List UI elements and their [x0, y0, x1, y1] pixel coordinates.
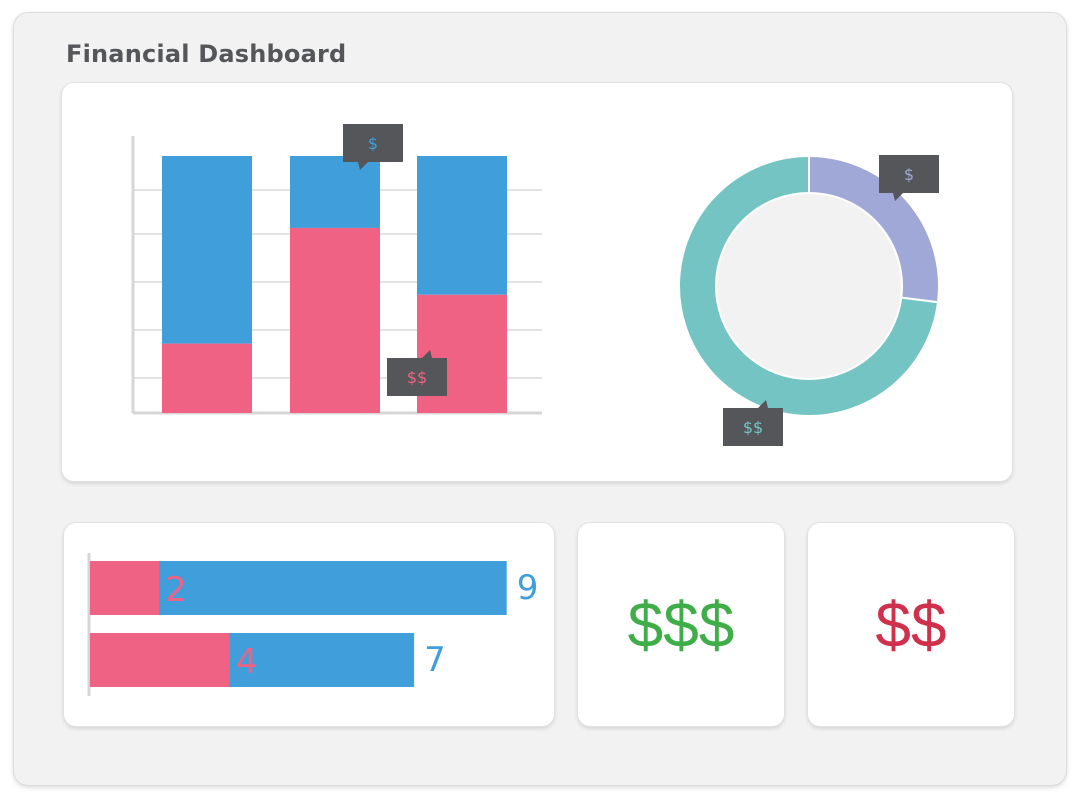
stat-card-green: $$$ — [578, 523, 784, 726]
hbar-segment — [90, 561, 159, 615]
stacked-bar-chart: $$$ — [131, 124, 542, 415]
charts-card: $ $$ $ $$ — [62, 83, 1012, 481]
tooltip-box — [723, 408, 783, 446]
tooltip-text: $ — [904, 165, 914, 184]
tooltip-tail — [758, 400, 768, 408]
horizontal-bars: 2 94 7 — [90, 561, 538, 687]
tooltip-box — [387, 358, 447, 396]
hbar-total-value: 9 — [517, 568, 539, 608]
stack-bar-top — [290, 156, 380, 228]
donut-tooltip-1: $ — [879, 155, 939, 201]
stack-bar-top — [417, 156, 507, 295]
horizontal-bars-svg: 2 94 7 — [87, 553, 538, 696]
hbar-segment-value: 4 — [236, 642, 258, 682]
tooltip-text: $$ — [407, 368, 427, 387]
charts-svg: $$$ $$$ — [131, 124, 940, 446]
tooltip-tail — [893, 193, 903, 201]
bar-tooltip-2: $$ — [387, 350, 447, 396]
tooltip-box — [879, 155, 939, 193]
bar-tooltip-1: $ — [343, 124, 403, 170]
donut-chart: $$$ — [678, 154, 940, 446]
donut-segment-teal — [678, 154, 940, 417]
donut-hole — [717, 194, 901, 378]
tooltip-box — [343, 124, 403, 162]
stack-bar-bottom — [290, 227, 380, 413]
page-title: Financial Dashboard — [66, 40, 347, 68]
stat-value-red: $$ — [875, 589, 947, 661]
stat-card-red: $$ — [808, 523, 1014, 726]
stack-bar-bottom — [162, 343, 252, 413]
tooltip-tail — [358, 162, 368, 170]
stack-bar-top — [162, 156, 252, 344]
hbar-total — [90, 561, 507, 615]
stat-value-green: $$$ — [627, 589, 735, 661]
hbar-total-value: 7 — [424, 640, 446, 680]
tooltip-text: $ — [368, 134, 378, 153]
tooltip-text: $$ — [743, 418, 763, 437]
donut-tooltip-2: $$ — [723, 400, 783, 446]
hbar-segment — [90, 633, 230, 687]
tooltip-tail — [422, 350, 432, 358]
hbar-segment-value: 2 — [165, 570, 187, 610]
